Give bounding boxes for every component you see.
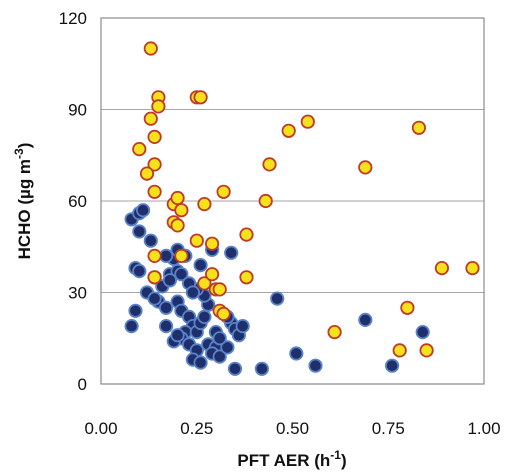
- data-point-series-2: [197, 276, 212, 291]
- data-point-series-1: [193, 355, 208, 370]
- y-tick-label: 30: [68, 284, 87, 303]
- data-point-series-2: [147, 184, 162, 199]
- data-point-series-1: [220, 340, 235, 355]
- data-points: [124, 41, 480, 376]
- data-point-series-1: [124, 318, 139, 334]
- data-point-series-2: [143, 41, 158, 56]
- data-point-series-2: [281, 123, 296, 138]
- data-point-series-1: [128, 303, 143, 318]
- data-point-series-2: [262, 157, 277, 172]
- data-point-series-1: [147, 291, 162, 306]
- x-tick-label: 0.00: [84, 419, 117, 438]
- data-point-series-2: [147, 129, 162, 144]
- y-tick-label: 90: [68, 101, 87, 120]
- data-point-series-1: [170, 328, 185, 343]
- x-axis-title: PFT AER (h-1): [237, 448, 346, 470]
- data-point-series-2: [189, 233, 204, 248]
- data-point-series-1: [415, 324, 430, 340]
- data-point-series-2: [434, 260, 449, 276]
- data-point-series-2: [193, 90, 208, 105]
- data-point-series-2: [139, 166, 155, 181]
- data-point-series-2: [358, 160, 373, 175]
- data-point-series-2: [197, 197, 212, 212]
- data-point-series-2: [392, 343, 407, 358]
- data-point-series-1: [185, 285, 200, 300]
- x-tick-label: 0.50: [276, 419, 309, 438]
- data-point-series-2: [400, 300, 415, 315]
- y-tick-label: 60: [68, 192, 87, 211]
- data-point-series-1: [308, 358, 323, 373]
- data-point-series-1: [143, 233, 158, 248]
- y-tick-label: 0: [78, 375, 87, 394]
- data-point-series-2: [147, 157, 162, 172]
- data-point-series-1: [159, 300, 174, 315]
- data-point-series-1: [174, 267, 189, 282]
- x-tick-labels: 0.00 0.25 0.50 0.75 1.00: [84, 419, 500, 438]
- data-point-series-2: [258, 193, 273, 209]
- data-point-series-1: [270, 291, 285, 306]
- data-point-series-2: [300, 114, 315, 129]
- x-tick-label: 0.75: [372, 419, 405, 438]
- data-point-series-1: [162, 273, 177, 288]
- data-point-series-2: [216, 306, 231, 321]
- data-point-series-1: [358, 312, 373, 327]
- data-point-series-2: [327, 324, 342, 340]
- data-point-series-2: [212, 282, 227, 297]
- data-point-series-1: [132, 224, 147, 239]
- y-axis-title: HCHO (µg m-3): [12, 143, 34, 260]
- data-point-series-2: [239, 227, 254, 242]
- data-point-series-2: [419, 343, 434, 358]
- data-point-series-2: [147, 248, 162, 263]
- data-point-series-1: [254, 361, 269, 376]
- data-point-series-1: [384, 358, 400, 373]
- x-tick-label: 1.00: [467, 419, 500, 438]
- data-point-series-2: [174, 248, 189, 263]
- data-point-series-2: [174, 203, 189, 218]
- data-point-series-1: [235, 318, 250, 334]
- y-tick-labels: 0 30 60 90 120: [59, 9, 87, 394]
- data-point-series-1: [289, 346, 304, 361]
- data-point-series-2: [205, 267, 220, 282]
- data-point-series-1: [212, 349, 227, 364]
- data-point-series-1: [159, 318, 174, 334]
- data-point-series-2: [465, 260, 480, 276]
- data-point-series-1: [224, 245, 239, 260]
- data-point-series-2: [170, 218, 185, 233]
- data-point-series-2: [132, 142, 147, 157]
- y-tick-label: 120: [59, 9, 87, 28]
- data-point-series-1: [132, 263, 147, 279]
- data-point-series-2: [239, 270, 254, 285]
- data-point-series-1: [193, 257, 208, 273]
- data-point-series-2: [411, 120, 426, 135]
- data-point-series-1: [212, 331, 227, 346]
- data-point-series-2: [216, 184, 231, 199]
- plot-frame: [100, 17, 485, 385]
- x-tick-label: 0.25: [180, 419, 213, 438]
- data-point-series-1: [197, 309, 212, 324]
- data-point-series-2: [205, 236, 220, 251]
- data-point-series-2: [151, 99, 166, 114]
- data-point-series-2: [143, 111, 158, 126]
- data-point-series-2: [170, 190, 185, 206]
- data-point-series-2: [147, 270, 162, 285]
- data-point-series-1: [159, 248, 174, 263]
- data-point-series-1: [227, 361, 243, 376]
- data-point-series-1: [136, 203, 151, 218]
